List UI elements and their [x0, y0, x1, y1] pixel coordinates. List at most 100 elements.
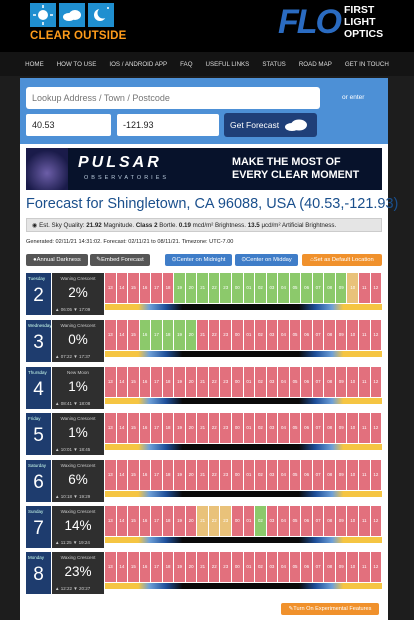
hour-cell[interactable]: 19 — [174, 320, 186, 350]
hour-cell[interactable]: 07 — [312, 367, 325, 397]
hour-cell[interactable]: 09 — [335, 273, 348, 303]
hour-cell[interactable]: 09 — [335, 460, 348, 490]
hour-cell[interactable]: 06 — [301, 273, 313, 303]
hour-cell[interactable]: 22 — [208, 413, 221, 443]
first-light-optics-logo[interactable]: FLO FIRST LIGHT OPTICS — [278, 4, 383, 40]
hour-cell[interactable]: 12 — [370, 552, 383, 582]
hour-cell[interactable]: 11 — [359, 413, 371, 443]
hour-cell[interactable]: 16 — [139, 460, 152, 490]
hour-cell[interactable]: 01 — [243, 320, 256, 350]
hour-cell[interactable]: 22 — [208, 460, 221, 490]
hour-cell[interactable]: 10 — [347, 506, 360, 536]
hour-cell[interactable]: 17 — [151, 273, 163, 303]
hour-cell[interactable]: 07 — [312, 273, 325, 303]
hour-cell[interactable]: 04 — [278, 506, 290, 536]
hour-cell[interactable]: 05 — [289, 320, 302, 350]
hour-cell[interactable]: 05 — [289, 460, 302, 490]
nav-useful-links[interactable]: USEFUL LINKS — [205, 60, 250, 68]
latitude-input[interactable] — [26, 114, 111, 136]
set-default-location-button[interactable]: ⌂ Set as Default Location — [302, 254, 382, 266]
hour-cell[interactable]: 19 — [174, 552, 186, 582]
hour-cell[interactable]: 01 — [243, 273, 256, 303]
hour-cell[interactable]: 05 — [289, 413, 302, 443]
hour-cell[interactable]: 10 — [347, 552, 360, 582]
hour-cell[interactable]: 23 — [220, 367, 233, 397]
hour-cell[interactable]: 12 — [370, 413, 383, 443]
hour-cell[interactable]: 08 — [324, 506, 336, 536]
hour-cell[interactable]: 11 — [359, 460, 371, 490]
hour-cell[interactable]: 09 — [335, 506, 348, 536]
hour-cell[interactable]: 01 — [243, 552, 256, 582]
hour-cell[interactable]: 10 — [347, 367, 360, 397]
hour-cell[interactable]: 07 — [312, 506, 325, 536]
hour-cell[interactable]: 10 — [347, 273, 360, 303]
hour-cell[interactable]: 06 — [301, 367, 313, 397]
hour-cell[interactable]: 19 — [174, 506, 186, 536]
hour-cell[interactable]: 19 — [174, 273, 186, 303]
hour-cell[interactable]: 23 — [220, 552, 233, 582]
day-row[interactable]: Thursday 4 New Moon 1% ▲ 08:41 ▼ 18:08 13 14 15… — [26, 367, 383, 409]
hour-cell[interactable]: 23 — [220, 413, 233, 443]
hour-cell[interactable]: 09 — [335, 320, 348, 350]
hour-cell[interactable]: 20 — [185, 320, 198, 350]
hour-cell[interactable]: 14 — [116, 273, 129, 303]
hour-cell[interactable]: 18 — [162, 320, 175, 350]
hour-cell[interactable]: 16 — [139, 367, 152, 397]
hour-cell[interactable]: 07 — [312, 320, 325, 350]
hour-cell[interactable]: 03 — [266, 367, 279, 397]
hour-cell[interactable]: 02 — [255, 552, 267, 582]
hour-cell[interactable]: 02 — [255, 273, 267, 303]
hour-cell[interactable]: 16 — [139, 320, 152, 350]
center-midnight-button[interactable]: ⊙ Center on Midnight — [165, 254, 232, 266]
hour-cell[interactable]: 20 — [185, 273, 198, 303]
center-midday-button[interactable]: ⊙ Center on Midday — [235, 254, 298, 266]
hour-cell[interactable]: 22 — [208, 552, 221, 582]
hour-cell[interactable]: 15 — [128, 506, 140, 536]
hour-cell[interactable]: 19 — [174, 367, 186, 397]
hour-cell[interactable]: 09 — [335, 367, 348, 397]
hour-cell[interactable]: 15 — [128, 367, 140, 397]
clear-outside-logo[interactable]: CLEAR OUTSIDE — [30, 3, 126, 42]
hour-cell[interactable]: 14 — [116, 320, 129, 350]
hour-cell[interactable]: 02 — [255, 506, 267, 536]
hour-cell[interactable]: 00 — [232, 273, 244, 303]
hour-cell[interactable]: 22 — [208, 273, 221, 303]
hour-cell[interactable]: 00 — [232, 552, 244, 582]
hour-cell[interactable]: 09 — [335, 552, 348, 582]
hour-cell[interactable]: 19 — [174, 413, 186, 443]
annual-darkness-button[interactable]: ● Annual Darkness — [26, 254, 88, 266]
nav-home[interactable]: HOME — [25, 60, 44, 68]
hour-cell[interactable]: 02 — [255, 320, 267, 350]
hour-cell[interactable]: 12 — [370, 367, 383, 397]
hour-cell[interactable]: 17 — [151, 320, 163, 350]
hour-cell[interactable]: 06 — [301, 413, 313, 443]
hour-cell[interactable]: 13 — [105, 320, 117, 350]
hour-cell[interactable]: 15 — [128, 552, 140, 582]
hour-cell[interactable]: 20 — [185, 460, 198, 490]
hour-cell[interactable]: 11 — [359, 320, 371, 350]
hour-cell[interactable]: 05 — [289, 506, 302, 536]
address-input[interactable] — [26, 87, 320, 109]
hour-cell[interactable]: 05 — [289, 367, 302, 397]
hour-cell[interactable]: 17 — [151, 506, 163, 536]
hour-cell[interactable]: 13 — [105, 273, 117, 303]
hour-cell[interactable]: 17 — [151, 413, 163, 443]
hour-cell[interactable]: 18 — [162, 367, 175, 397]
hour-cell[interactable]: 14 — [116, 367, 129, 397]
hour-cell[interactable]: 05 — [289, 273, 302, 303]
hour-cell[interactable]: 06 — [301, 460, 313, 490]
hour-cell[interactable]: 20 — [185, 552, 198, 582]
hour-cell[interactable]: 20 — [185, 367, 198, 397]
hour-cell[interactable]: 21 — [197, 506, 209, 536]
hour-cell[interactable]: 11 — [359, 552, 371, 582]
nav-get-in-touch[interactable]: GET IN TOUCH — [344, 60, 389, 68]
hour-cell[interactable]: 12 — [370, 460, 383, 490]
hour-cell[interactable]: 08 — [324, 273, 336, 303]
hour-cell[interactable]: 10 — [347, 320, 360, 350]
get-forecast-button[interactable]: Get Forecast — [224, 113, 317, 137]
hour-cell[interactable]: 01 — [243, 460, 256, 490]
hour-cell[interactable]: 03 — [266, 413, 279, 443]
day-row[interactable]: Sunday 7 Waxing Crescent 14% ▲ 11:25 ▼ 19:24… — [26, 506, 383, 548]
hour-cell[interactable]: 16 — [139, 413, 152, 443]
hour-cell[interactable]: 21 — [197, 367, 209, 397]
